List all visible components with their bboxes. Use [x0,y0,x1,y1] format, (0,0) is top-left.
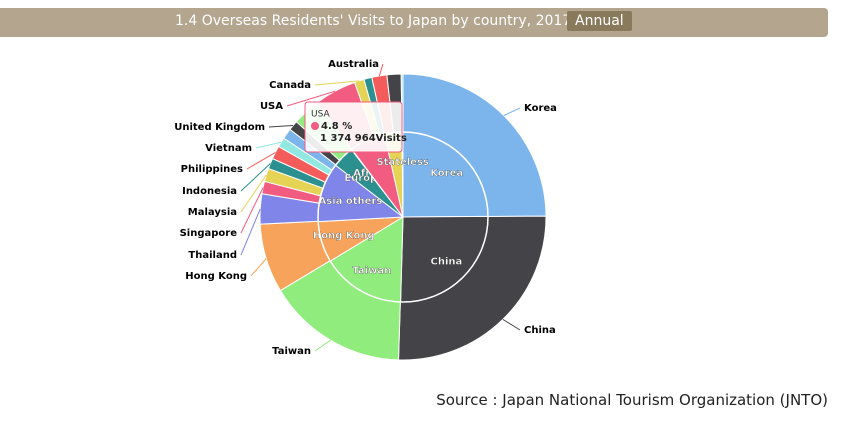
chart-title: 1.4 Overseas Residents' Visits to Japan … [175,13,572,29]
connector [314,80,360,86]
connector [378,63,384,77]
period-tag[interactable]: Annual [567,11,632,31]
outer-label: USA [260,101,283,112]
connector [503,107,521,117]
source: Source : Japan National Tourism Organiza… [436,391,828,409]
connector [250,258,267,277]
inner-label: Hong Kong [313,230,375,241]
inner-label: Stateless [376,157,428,168]
outer-label: China [524,325,556,336]
inner-label: Korea [430,168,463,179]
chart: Korea China Taiwan Hong Kong Thailand Singapo… [174,59,557,361]
tooltip-percent: 4.8 % [321,121,352,132]
tooltip-dot [311,122,319,130]
outer-label: Indonesia [182,186,237,197]
ring-divider [317,131,489,303]
outer-label: Hong Kong [185,271,247,282]
tooltip-box [304,101,403,153]
outer-label: Australia [328,59,379,70]
outer-label: Taiwan [272,346,311,357]
tooltip-title: USA [311,110,330,120]
connector [502,318,521,331]
outer-label: Philippines [181,164,243,175]
connector [240,163,271,192]
outer-label: Vietnam [205,143,252,154]
outer-label: United Kingdom [174,122,265,133]
connector [240,187,264,234]
tooltip-visits: 1 374 964Visits [320,133,407,144]
outer-label: Thailand [188,250,237,261]
header: 1.4 Overseas Residents' Visits to Japan … [0,8,828,37]
inner-label: Asia others [319,196,383,207]
inner-label: Taiwan [352,266,391,277]
outer-label: Singapore [180,228,238,239]
connector [240,208,261,256]
inner-label: Europe [344,173,384,184]
outer-label: Canada [269,80,311,91]
connector [240,174,267,213]
inner-label: China [431,256,463,267]
connector [268,125,294,128]
outer-label: Malaysia [188,207,237,218]
connector [246,152,276,170]
connector [255,141,282,149]
connector [286,90,336,107]
connector [314,339,331,352]
outer-label: Korea [524,103,557,114]
